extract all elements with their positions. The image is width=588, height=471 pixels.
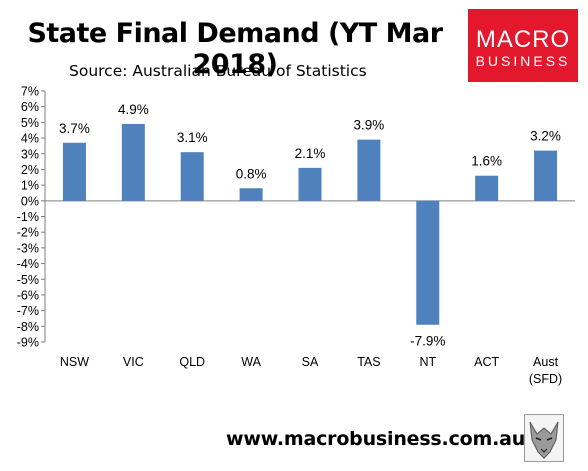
bar <box>416 200 440 325</box>
wolf-logo-icon <box>524 414 564 462</box>
logo-line-2: BUSINESS <box>475 53 571 69</box>
y-tick-label: -1% <box>17 210 39 224</box>
x-category-label: Aust <box>533 355 559 369</box>
bar <box>239 188 263 201</box>
data-label: 3.9% <box>353 118 384 133</box>
y-tick-label: 6% <box>21 100 39 114</box>
y-tick-label: 5% <box>21 116 39 130</box>
y-tick-label: 7% <box>21 85 39 99</box>
y-tick-label: 3% <box>21 147 39 161</box>
data-label: 4.9% <box>118 102 149 117</box>
x-category-label: ACT <box>474 355 499 369</box>
bar <box>475 175 499 201</box>
data-label: 2.1% <box>295 146 326 161</box>
data-label: 3.7% <box>59 121 90 136</box>
bar <box>298 167 322 201</box>
bar <box>62 142 86 201</box>
y-tick-label: 2% <box>21 163 39 177</box>
data-label: -7.9% <box>410 334 445 349</box>
y-tick-label: -9% <box>17 336 39 350</box>
x-category-label: SA <box>302 355 319 369</box>
y-tick-label: -3% <box>17 241 39 255</box>
y-tick-label: -6% <box>17 288 39 302</box>
logo-line-1: MACRO <box>475 26 571 53</box>
x-category-label: (SFD) <box>529 372 562 386</box>
chart-title: State Final Demand (YT Mar 2018) <box>27 18 443 80</box>
bar <box>121 123 145 201</box>
y-tick-label: 0% <box>21 194 39 208</box>
y-tick-label: 4% <box>21 132 39 146</box>
bar <box>180 152 204 201</box>
data-label: 0.8% <box>236 166 267 181</box>
data-label: 1.6% <box>471 154 502 169</box>
x-category-label: VIC <box>123 355 144 369</box>
y-tick-label: -5% <box>17 273 39 287</box>
bar <box>534 150 558 201</box>
y-tick-label: -7% <box>17 304 39 318</box>
x-category-label: WA <box>241 355 261 369</box>
data-label: 3.2% <box>530 129 561 144</box>
chart-source: Source: Australian Bureau of Statistics <box>69 62 367 80</box>
website-url: www.macrobusiness.com.au <box>226 428 526 450</box>
x-category-label: TAS <box>357 355 380 369</box>
y-tick-label: -4% <box>17 257 39 271</box>
y-tick-label: -2% <box>17 226 39 240</box>
data-label: 3.1% <box>177 130 208 145</box>
bar <box>357 139 381 201</box>
x-category-label: NT <box>419 355 436 369</box>
x-category-label: QLD <box>179 355 205 369</box>
x-category-label: NSW <box>60 355 89 369</box>
y-tick-label: -8% <box>17 320 39 334</box>
y-tick-label: 1% <box>21 179 39 193</box>
macrobusiness-logo: MACRO BUSINESS <box>468 9 578 82</box>
